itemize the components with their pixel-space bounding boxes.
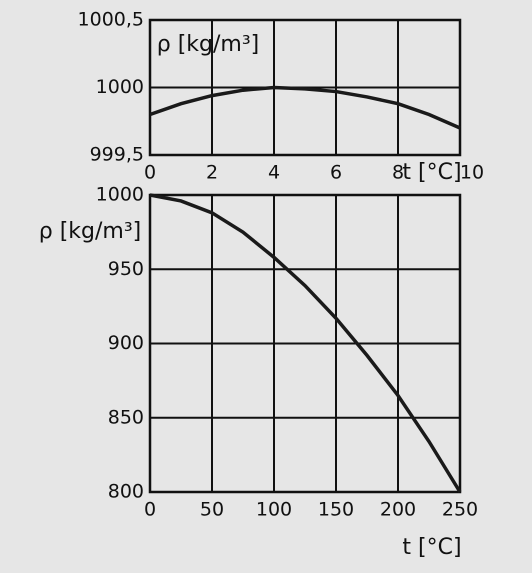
x-tick-label: 2: [206, 162, 218, 184]
x-axis-label: t [°C]: [402, 160, 461, 185]
y-tick-label: 850: [108, 406, 144, 428]
y-axis-label: ρ [kg/m³]: [157, 32, 260, 57]
x-tick-label: 6: [330, 162, 342, 184]
x-tick-label: 250: [442, 499, 478, 521]
y-tick-label: 1000: [96, 76, 144, 98]
y-axis-label: ρ [kg/m³]: [39, 219, 142, 244]
x-tick-label: 0: [144, 499, 156, 521]
x-tick-label: 150: [318, 499, 354, 521]
x-tick-label: 200: [380, 499, 416, 521]
x-tick-label: 0: [144, 162, 156, 184]
x-tick-label: 10: [460, 162, 484, 184]
y-tick-label: 1000,5: [78, 9, 144, 31]
data-line: [149, 193, 462, 493]
x-tick-label: 8: [392, 162, 404, 184]
y-tick-label: 800: [108, 481, 144, 503]
x-tick-label: 4: [268, 162, 280, 184]
data-line: [149, 85, 461, 130]
y-tick-label: 900: [108, 332, 144, 354]
x-axis-label: t [°C]: [402, 535, 461, 560]
y-tick-label: 950: [108, 258, 144, 280]
y-tick-label: 1000: [96, 184, 144, 206]
x-tick-label: 50: [200, 499, 224, 521]
y-tick-label: 999,5: [90, 144, 144, 166]
x-tick-label: 100: [256, 499, 292, 521]
